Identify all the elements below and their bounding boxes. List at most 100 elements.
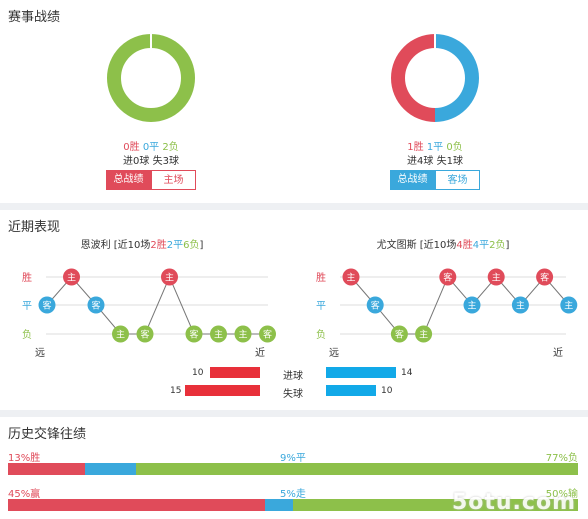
away-form-near-label: 近 [553, 346, 563, 359]
away-form-game-3 [415, 325, 433, 343]
home-form-game-1 [63, 268, 80, 286]
away-lose: 0负 [446, 142, 463, 153]
home-form-game-9 [259, 325, 276, 343]
home-form-axis-D: 平 [22, 301, 32, 312]
home-form-far-label: 远 [35, 347, 45, 359]
home-donut-slice-0 [107, 34, 195, 122]
record-title: 赛事战绩 [8, 10, 61, 25]
away-form-game-2 [390, 325, 408, 343]
recent-section: 近期表现 恩波利 [近10场2胜2平6负] 尤文图斯 [近10场4胜4平2负] … [0, 210, 588, 410]
home-form-near-label: 近 [255, 346, 265, 359]
home-form-game-0 [38, 296, 56, 314]
away-donut-slice-0 [435, 34, 479, 122]
home-form-game-8 [234, 325, 252, 343]
handicap-result-seg-2 [293, 499, 578, 511]
away-form-game-5 [463, 296, 481, 314]
away-form-game-label-8: 客 [540, 272, 549, 284]
home-form-game-label-2: 客 [91, 300, 100, 312]
handicap-result-seg-1 [264, 499, 293, 511]
home-form-game-label-1: 主 [67, 272, 76, 284]
conceded-label: 失球 [283, 389, 303, 400]
home-goals: 进0球 失3球 [123, 156, 179, 167]
home-draw: 0平 [142, 142, 160, 153]
away-form-game-label-5: 主 [467, 300, 476, 312]
away-form-game-label-7: 主 [516, 300, 525, 312]
history-result-seg-1 [84, 463, 137, 475]
away-form-game-7 [511, 296, 529, 314]
away-form-game-label-0: 主 [346, 272, 355, 284]
away-form-game-6 [487, 268, 505, 286]
home-donut [107, 33, 195, 122]
handicap-result-seg-0 [8, 499, 265, 511]
history-result-seg-0 [8, 463, 85, 475]
home-conceded-value: 15 [170, 386, 182, 396]
handicap-result-bar [8, 499, 578, 511]
away-form-trend-line [350, 276, 570, 335]
away-goals: 进4球 失1球 [407, 156, 463, 167]
away-win: 1胜 [407, 142, 424, 153]
away-form-axis-W: 胜 [316, 272, 326, 284]
home-lose: 2负 [162, 142, 179, 153]
home-form-game-label-6: 客 [189, 329, 198, 341]
watermark-logo: 5otu.com [451, 490, 576, 515]
history-win-label: 13%胜 [8, 453, 41, 464]
away-draw: 1平 [426, 142, 444, 153]
home-tab-total[interactable]: 总战绩 [106, 170, 151, 190]
home-form-title: 恩波利 [近10场2胜2平6负] [80, 240, 204, 251]
home-form-game-label-5: 主 [165, 272, 174, 284]
home-form-game-label-9: 客 [263, 329, 272, 341]
home-win: 0胜 [123, 142, 140, 153]
home-tab-home[interactable]: 主场 [151, 170, 196, 190]
away-form-game-label-4: 客 [443, 272, 452, 284]
home-form-axis-W: 胜 [22, 272, 32, 284]
home-form-game-label-7: 主 [214, 329, 223, 341]
home-form-trend-line [46, 275, 268, 335]
home-form-game-label-4: 客 [140, 329, 149, 341]
away-scored-value: 14 [401, 368, 413, 378]
away-form-title: 尤文图斯 [近10场4胜4平2负] [376, 240, 510, 251]
away-conceded-value: 10 [381, 386, 393, 396]
record-section: 赛事战绩 0胜 0平 2负 进0球 失3球 总战绩 主场 1胜 1平 0负 进4… [0, 0, 588, 203]
home-form-chart: 胜平负客主客主 客主客主主客远近 [22, 268, 276, 359]
home-scored-value: 10 [192, 368, 204, 378]
home-form-game-4 [136, 325, 154, 343]
history-lose-label: 77%负 [545, 453, 578, 464]
home-conceded-bar [185, 385, 260, 396]
history-title: 历史交锋往绩 [8, 427, 87, 442]
home-form-game-2 [87, 296, 105, 314]
home-form-game-3 [112, 325, 129, 343]
away-form-game-8 [536, 268, 554, 286]
away-donut [391, 33, 479, 122]
away-form-game-label-2: 客 [395, 329, 404, 341]
home-record: 0胜 0平 2负 进0球 失3球 总战绩 主场 [66, 30, 236, 200]
home-scored-bar [210, 367, 260, 378]
away-form-far-label: 远 [329, 347, 339, 359]
history-section: 历史交锋往绩 13%胜 9%平 77%负 45%赢 5%走 50%输 [0, 417, 588, 519]
away-form-game-9 [560, 296, 578, 314]
away-form-game-label-1: 客 [371, 300, 380, 312]
away-tab-away[interactable]: 客场 [435, 170, 480, 190]
home-form-game-label-0: 客 [42, 300, 51, 312]
history-result-bar [8, 463, 578, 475]
home-form-game-6 [185, 325, 203, 343]
home-form-game-label-3: 主 [116, 329, 125, 341]
handicap-push-label: 5%走 [280, 489, 306, 500]
away-tabs: 总战绩 客场 [390, 170, 480, 190]
away-form-axis-D: 平 [316, 301, 326, 312]
away-conceded-bar [326, 385, 376, 396]
away-tab-total[interactable]: 总战绩 [390, 170, 435, 190]
away-form-game-label-3: 主 [419, 329, 428, 341]
away-scored-bar [326, 367, 396, 378]
away-form-game-label-9: 主 [564, 300, 573, 312]
away-form-axis-L: 负 [316, 328, 326, 341]
history-result-seg-2 [136, 463, 578, 475]
handicap-win-label: 45%赢 [8, 489, 41, 500]
history-draw-label: 9%平 [280, 453, 306, 464]
away-form-game-0 [342, 268, 360, 286]
away-form-game-4 [439, 268, 457, 286]
away-form-chart: 胜平负主客客 主客主主主客主远近 [316, 268, 578, 359]
away-form-game-label-6: 主 [492, 272, 501, 284]
home-form-game-7 [210, 325, 227, 343]
home-tabs: 总战绩 主场 [106, 170, 196, 190]
home-form-game-5 [161, 268, 178, 286]
